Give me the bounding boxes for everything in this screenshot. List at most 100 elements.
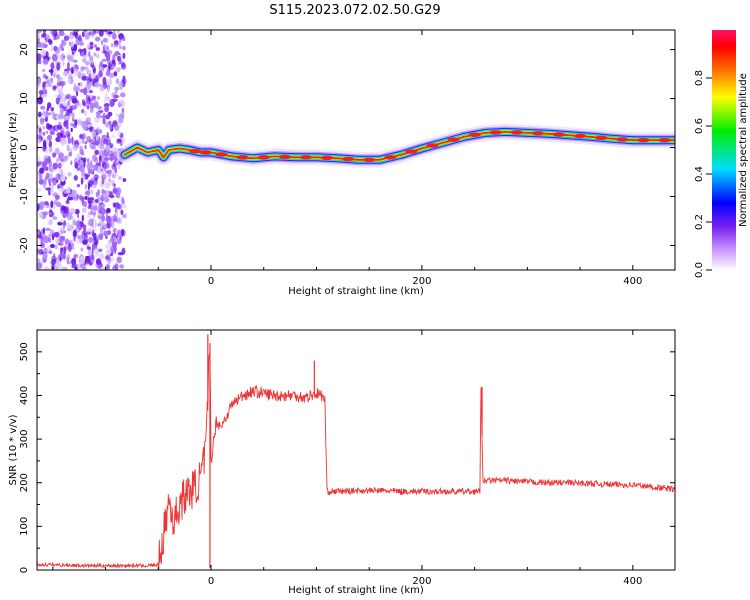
noise-speck [77,34,82,42]
noise-speck [95,53,100,59]
ridge-peak [426,143,439,148]
noise-speck [64,176,67,180]
noise-speck [55,237,60,245]
noise-speck [106,191,110,197]
noise-speck [108,178,111,183]
noise-speck [56,62,61,71]
noise-speck [71,189,77,196]
noise-speck [113,30,116,37]
noise-speck [59,43,64,50]
noise-speck [63,115,69,121]
noise-speck [41,260,44,264]
noise-speck [100,265,106,270]
noise-speck [84,140,88,145]
noise-speck [111,134,115,139]
noise-speck [62,222,66,230]
noise-speck [93,232,97,241]
noise-speck [106,68,110,77]
noise-speck [96,162,101,166]
noise-speck [87,236,94,244]
noise-speck [62,71,68,77]
xtick-label: 200 [412,276,431,287]
noise-speck [53,192,59,198]
colorbar-label: Normalized spectral amplitude [738,73,749,227]
noise-speck [38,212,44,219]
noise-speck [105,249,112,256]
noise-speck [101,156,107,164]
noise-speck [79,164,85,173]
noise-speck [93,82,100,88]
noise-speck [93,164,97,171]
noise-speck [74,266,78,270]
noise-speck [52,216,58,220]
noise-speck [65,130,71,138]
noise-speck [39,118,46,122]
noise-speck [71,95,77,101]
noise-speck [87,43,91,48]
noise-speck [66,190,71,194]
noise-speck [98,148,103,156]
ytick-label: 500 [19,342,30,361]
noise-speck [92,65,96,73]
noise-speck [41,93,48,99]
noise-speck [60,158,65,162]
noise-speck [81,200,88,207]
noise-speck [113,172,118,178]
noise-speck [99,145,105,150]
noise-speck [84,173,90,178]
noise-speck [117,118,124,124]
snr-frame [36,329,676,571]
noise-speck [98,144,101,148]
noise-speck [60,53,66,62]
noise-speck [106,207,111,214]
noise-speck [48,168,54,172]
noise-speck [37,53,42,61]
noise-speck [113,42,119,48]
noise-speck [80,177,84,185]
noise-speck [37,248,41,256]
noise-speck [50,68,53,76]
noise-speck [101,40,103,45]
noise-speck [89,189,94,195]
noise-speck [48,146,53,154]
ridge-peak [215,152,228,157]
noise-speck [71,258,77,266]
noise-speck [37,161,42,167]
noise-speck [105,160,109,166]
noise-speck [52,85,57,91]
noise-speck [85,47,91,51]
noise-speck [57,242,64,246]
noise-speck [37,258,41,263]
noise-speck [60,108,64,114]
noise-speck [84,205,87,213]
noise-speck [80,51,85,57]
noise-speck [38,90,44,95]
noise-speck [117,252,124,256]
noise-speck [105,114,111,120]
noise-speck [70,243,75,248]
noise-speck [53,72,56,78]
noise-speck [53,34,60,40]
noise-speck [102,76,107,85]
noise-speck [121,204,127,209]
noise-speck [52,162,58,170]
noise-speck [52,179,57,186]
noise-speck [65,125,69,130]
noise-speck [87,213,91,219]
noise-speck [97,196,101,203]
ytick-label: -10 [19,188,30,204]
noise-speck [66,186,72,190]
noise-speck [89,55,94,63]
noise-speck [87,157,90,164]
noise-speck [61,140,64,147]
ridge-peak [299,155,312,160]
noise-speck [121,78,127,85]
ridge-peak [199,150,212,155]
ridge-peak [405,149,418,154]
ridge-peak [531,131,544,136]
noise-speck [63,102,68,107]
noise-speck [77,119,82,126]
noise-speck [90,253,95,261]
noise-speck [37,77,41,86]
ridge-peak [468,132,481,137]
